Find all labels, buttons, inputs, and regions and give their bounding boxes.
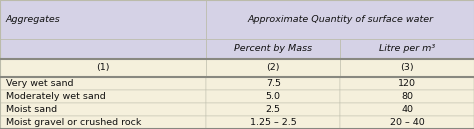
Text: 2.5: 2.5: [266, 105, 281, 114]
Text: 5.0: 5.0: [266, 92, 281, 101]
Bar: [0, 59, 206, 77]
Bar: [206, 103, 340, 116]
Bar: [206, 77, 340, 90]
Text: 120: 120: [398, 79, 416, 88]
Text: (3): (3): [401, 63, 414, 72]
Bar: [340, 90, 474, 103]
Bar: [340, 59, 474, 77]
Bar: [340, 77, 474, 90]
Bar: [0, 0, 206, 39]
Text: Approximate Quantity of surface water: Approximate Quantity of surface water: [247, 15, 433, 24]
Text: Percent by Mass: Percent by Mass: [234, 44, 312, 53]
Bar: [0, 39, 206, 59]
Bar: [340, 39, 474, 59]
Text: Very wet sand: Very wet sand: [6, 79, 73, 88]
Bar: [206, 59, 340, 77]
Text: 80: 80: [401, 92, 413, 101]
Text: (1): (1): [96, 63, 110, 72]
Text: Moderately wet sand: Moderately wet sand: [6, 92, 105, 101]
Bar: [0, 116, 206, 129]
Bar: [206, 0, 474, 39]
Text: 7.5: 7.5: [266, 79, 281, 88]
Text: (2): (2): [266, 63, 280, 72]
Bar: [340, 116, 474, 129]
Bar: [0, 103, 206, 116]
Bar: [0, 90, 206, 103]
Text: 20 – 40: 20 – 40: [390, 118, 425, 127]
Bar: [0, 77, 206, 90]
Bar: [206, 116, 340, 129]
Bar: [340, 103, 474, 116]
Bar: [206, 39, 340, 59]
Text: Aggregates: Aggregates: [6, 15, 61, 24]
Bar: [206, 90, 340, 103]
Text: 40: 40: [401, 105, 413, 114]
Text: Moist gravel or crushed rock: Moist gravel or crushed rock: [6, 118, 141, 127]
Text: 1.25 – 2.5: 1.25 – 2.5: [250, 118, 297, 127]
Text: Moist sand: Moist sand: [6, 105, 57, 114]
Text: Litre per m³: Litre per m³: [379, 44, 435, 53]
